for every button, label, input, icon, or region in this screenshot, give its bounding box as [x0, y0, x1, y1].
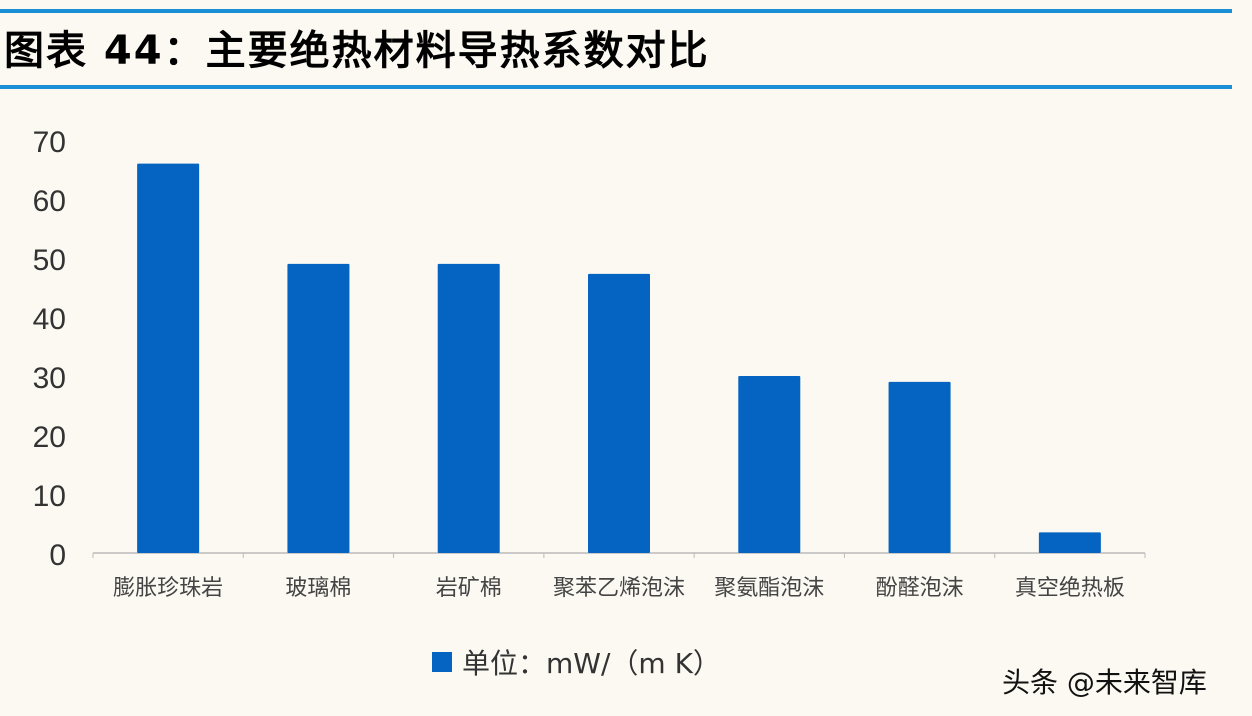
y-tick-label: 30: [33, 362, 66, 395]
x-tick-label: 聚氨酯泡沫: [714, 576, 824, 601]
bottom-rule: [0, 85, 1232, 89]
bar: [738, 376, 801, 553]
x-tick-label: 聚苯乙烯泡沫: [553, 576, 685, 601]
y-tick-label: 70: [33, 126, 66, 159]
x-tick-label: 玻璃棉: [285, 576, 351, 601]
chart-title: 图表 44：主要绝热材料导热系数对比: [4, 28, 710, 74]
bar: [1038, 532, 1101, 553]
y-tick-label: 20: [33, 421, 66, 454]
bar: [137, 163, 200, 553]
x-tick-label: 酚醛泡沫: [876, 576, 964, 601]
bar: [437, 263, 500, 553]
bar: [588, 273, 650, 553]
bar: [287, 263, 350, 553]
legend-swatch: [432, 652, 452, 672]
top-rule: [0, 9, 1232, 13]
y-tick-label: 40: [33, 303, 66, 336]
watermark: 头条 @未来智库: [1002, 666, 1207, 699]
x-tick-label: 真空绝热板: [1015, 576, 1125, 601]
y-tick-label: 50: [33, 244, 66, 277]
y-tick-label: 10: [33, 480, 66, 513]
legend-label: 单位：mW/（m K）: [462, 647, 721, 680]
x-tick-label: 岩矿棉: [436, 576, 502, 601]
bar: [888, 381, 951, 553]
x-tick-label: 膨胀珍珠岩: [113, 576, 223, 601]
y-tick-label: 60: [33, 185, 66, 218]
y-tick-label: 0: [49, 539, 66, 572]
